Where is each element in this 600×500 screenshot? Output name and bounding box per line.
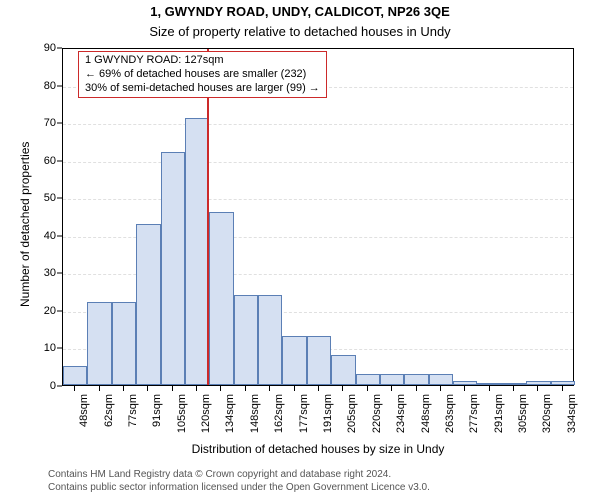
footer-attribution: Contains HM Land Registry data © Crown c… xyxy=(48,468,430,494)
ytick-label: 60 xyxy=(32,155,56,167)
ytick-label: 50 xyxy=(32,192,56,204)
ytick-label: 30 xyxy=(32,267,56,279)
annotation-box: 1 GWYNDY ROAD: 127sqm← 69% of detached h… xyxy=(78,51,327,98)
x-axis-label: Distribution of detached houses by size … xyxy=(62,442,574,456)
ytick-label: 40 xyxy=(32,230,56,242)
ytick-label: 80 xyxy=(32,80,56,92)
title-sub: Size of property relative to detached ho… xyxy=(0,24,600,39)
xtick-label: 105sqm xyxy=(176,394,188,444)
y-axis-label: Number of detached properties xyxy=(18,142,32,307)
histogram-bar xyxy=(404,374,428,385)
histogram-bar xyxy=(136,224,160,385)
title-main: 1, GWYNDY ROAD, UNDY, CALDICOT, NP26 3QE xyxy=(0,4,600,19)
histogram-bar xyxy=(526,381,550,385)
footer-line: Contains HM Land Registry data © Crown c… xyxy=(48,468,430,481)
annotation-line: 30% of semi-detached houses are larger (… xyxy=(85,82,320,96)
xtick-label: 177sqm xyxy=(298,394,310,444)
xtick-label: 234sqm xyxy=(395,394,407,444)
plot-area xyxy=(62,48,574,386)
histogram-bar xyxy=(453,381,477,385)
annotation-line: ← 69% of detached houses are smaller (23… xyxy=(85,68,320,82)
histogram-bar xyxy=(258,295,282,385)
marker-line xyxy=(207,49,209,385)
xtick-label: 305sqm xyxy=(517,394,529,444)
histogram-bar xyxy=(112,302,136,385)
xtick-label: 320sqm xyxy=(541,394,553,444)
xtick-label: 291sqm xyxy=(493,394,505,444)
histogram-bar xyxy=(209,212,233,385)
ytick-label: 90 xyxy=(32,42,56,54)
histogram-bar xyxy=(477,383,501,385)
xtick-label: 148sqm xyxy=(249,394,261,444)
xtick-label: 191sqm xyxy=(322,394,334,444)
histogram-bar xyxy=(234,295,258,385)
histogram-bar xyxy=(380,374,404,385)
xtick-label: 334sqm xyxy=(566,394,578,444)
histogram-bar xyxy=(161,152,185,385)
histogram-bar xyxy=(551,381,575,385)
ytick-label: 20 xyxy=(32,305,56,317)
xtick-label: 220sqm xyxy=(371,394,383,444)
xtick-label: 162sqm xyxy=(273,394,285,444)
annotation-line: 1 GWYNDY ROAD: 127sqm xyxy=(85,54,320,68)
histogram-bar xyxy=(331,355,355,385)
histogram-bar xyxy=(502,383,526,385)
xtick-label: 120sqm xyxy=(200,394,212,444)
xtick-label: 77sqm xyxy=(127,394,139,444)
xtick-label: 277sqm xyxy=(468,394,480,444)
xtick-label: 48sqm xyxy=(78,394,90,444)
histogram-bar xyxy=(63,366,87,385)
histogram-bar xyxy=(185,118,209,385)
histogram-bar xyxy=(429,374,453,385)
footer-line: Contains public sector information licen… xyxy=(48,481,430,494)
xtick-label: 91sqm xyxy=(151,394,163,444)
xtick-label: 134sqm xyxy=(224,394,236,444)
ytick-label: 0 xyxy=(32,380,56,392)
histogram-bar xyxy=(87,302,111,385)
histogram-bar xyxy=(282,336,306,385)
xtick-label: 248sqm xyxy=(420,394,432,444)
xtick-label: 205sqm xyxy=(346,394,358,444)
ytick-label: 70 xyxy=(32,117,56,129)
xtick-label: 263sqm xyxy=(444,394,456,444)
histogram-bar xyxy=(307,336,331,385)
xtick-label: 62sqm xyxy=(103,394,115,444)
ytick-label: 10 xyxy=(32,342,56,354)
histogram-bar xyxy=(356,374,380,385)
